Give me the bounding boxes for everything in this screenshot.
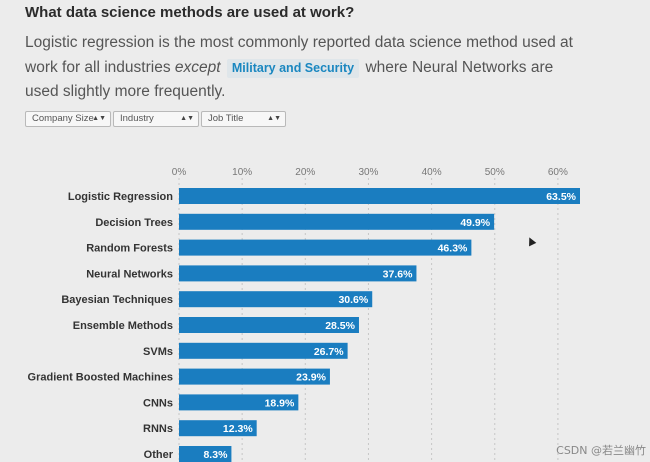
industry-select[interactable]: Industry ▲▼ xyxy=(113,111,199,127)
watermark: CSDN @若兰幽竹 xyxy=(556,444,646,457)
value-label: 18.9% xyxy=(265,397,295,409)
category-label: Bayesian Techniques xyxy=(61,294,173,306)
category-label: SVMs xyxy=(143,346,173,358)
select-arrows-icon: ▲▼ xyxy=(180,115,194,122)
category-label: Logistic Regression xyxy=(68,191,173,203)
category-label: RNNs xyxy=(143,423,173,435)
x-tick-label: 50% xyxy=(485,167,505,178)
job-title-select[interactable]: Job Title ▲▼ xyxy=(201,111,286,127)
bar[interactable] xyxy=(179,317,359,333)
value-label: 46.3% xyxy=(438,243,468,255)
company-size-select[interactable]: Company Size ▲▼ xyxy=(25,111,111,127)
value-label: 28.5% xyxy=(325,320,355,332)
category-label: Other xyxy=(144,449,174,461)
x-tick-label: 0% xyxy=(172,167,187,178)
bar[interactable] xyxy=(179,188,580,204)
bar[interactable] xyxy=(179,291,373,308)
job-title-label: Job Title xyxy=(208,113,244,124)
description-text: Logistic regression is the most commonly… xyxy=(25,34,573,76)
bar[interactable] xyxy=(179,265,417,282)
select-arrows-icon: ▲▼ xyxy=(267,115,281,122)
page-title: What data science methods are used at wo… xyxy=(25,4,355,21)
value-label: 8.3% xyxy=(203,449,228,461)
value-label: 26.7% xyxy=(314,346,344,358)
bar[interactable] xyxy=(179,446,232,462)
x-tick-label: 10% xyxy=(232,167,252,178)
bar[interactable] xyxy=(179,239,472,256)
category-label: CNNs xyxy=(143,397,173,409)
bar[interactable] xyxy=(179,213,495,230)
value-label: 37.6% xyxy=(383,268,413,280)
bar[interactable] xyxy=(179,420,257,437)
value-label: 12.3% xyxy=(223,423,253,435)
description-emphasis: except xyxy=(174,58,221,76)
description-text-end: where Neural Networks are used slightly … xyxy=(25,58,554,101)
bar[interactable] xyxy=(179,368,330,385)
category-label: Decision Trees xyxy=(95,217,173,229)
industry-highlight[interactable]: Military and Security xyxy=(226,58,360,78)
bar[interactable] xyxy=(179,394,299,411)
description: Logistic regression is the most commonly… xyxy=(25,31,585,105)
x-tick-label: 20% xyxy=(295,167,315,178)
select-arrows-icon: ▲▼ xyxy=(92,115,106,122)
industry-label: Industry xyxy=(120,113,154,124)
value-label: 30.6% xyxy=(338,294,368,306)
x-tick-label: 60% xyxy=(548,167,568,178)
category-label: Ensemble Methods xyxy=(73,320,173,332)
bar[interactable] xyxy=(179,342,348,359)
value-label: 49.9% xyxy=(460,217,490,229)
category-label: Gradient Boosted Machines xyxy=(28,372,173,384)
x-tick-label: 30% xyxy=(358,167,378,178)
company-size-label: Company Size xyxy=(32,113,94,124)
category-label: Neural Networks xyxy=(86,268,173,280)
value-label: 63.5% xyxy=(546,191,576,203)
category-label: Random Forests xyxy=(86,243,173,255)
value-label: 23.9% xyxy=(296,372,326,384)
x-tick-label: 40% xyxy=(422,167,442,178)
